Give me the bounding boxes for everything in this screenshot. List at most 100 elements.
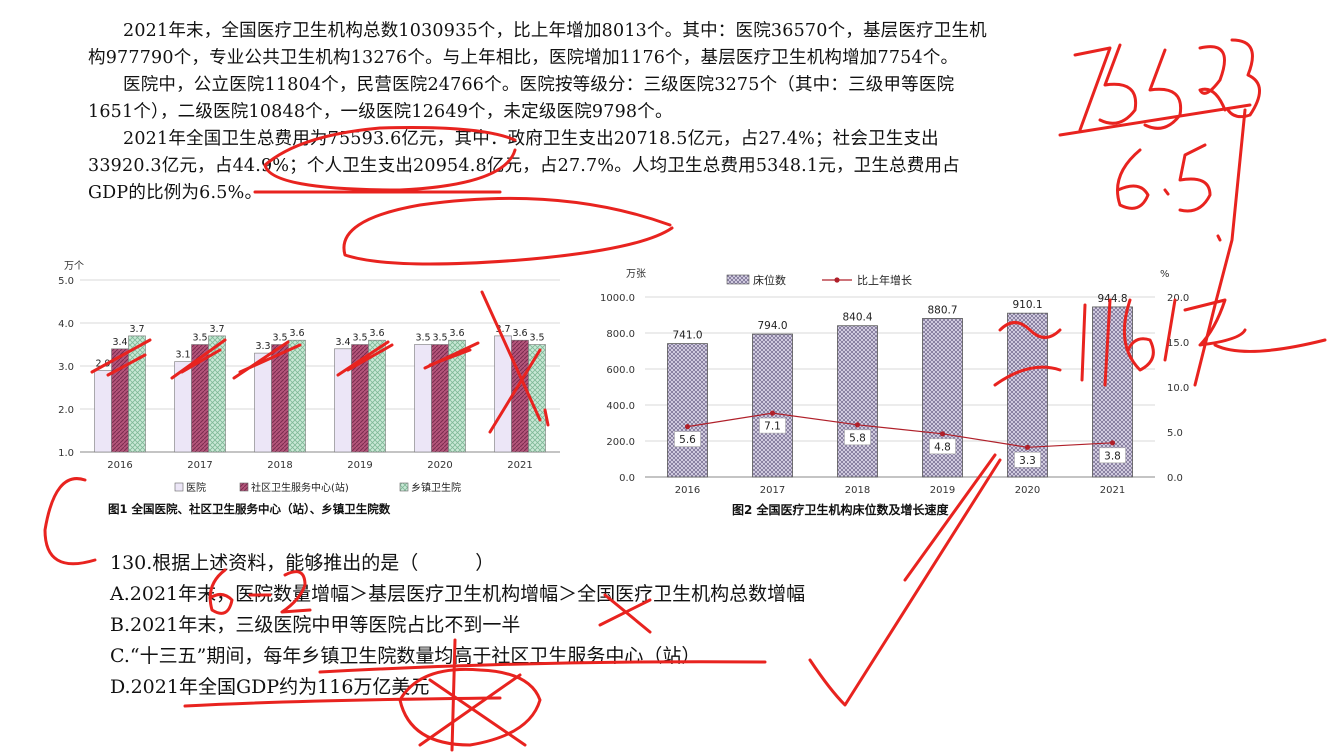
option-c[interactable]: C.“十三五”期间，每年乡镇卫生院数量均高于社区卫生服务中心（站） (110, 645, 701, 667)
chart1-bar (128, 335, 146, 453)
chart2-growth-point (1109, 440, 1116, 446)
chart1-bar (334, 348, 352, 453)
chart2-point-label-box (674, 431, 701, 447)
chart2-bar-label: 840.4 (842, 312, 872, 324)
handwritten-underline (1058, 103, 1252, 137)
chart2-xtick-label: 2016 (675, 485, 700, 496)
chart2-point-label-box (844, 429, 871, 446)
chart1-xtick-label: 2021 (507, 460, 532, 471)
chart2-point-label: 4.8 (934, 441, 951, 453)
chart1-data-label: 3.3 (255, 341, 270, 352)
chart1-xtick-label: 2019 (347, 460, 372, 471)
chart2-point-label: 5.8 (849, 432, 866, 444)
chart1-ytick-label: 4.0 (58, 319, 74, 330)
handwritten-dot (1216, 234, 1222, 242)
chart2-ylabel-right: % (1160, 269, 1170, 280)
chart1-bar (448, 339, 466, 453)
chart1-title: 图1 全国医院、社区卫生服务中心（站）、乡镇卫生院数 (108, 502, 391, 516)
chart2-growth-point (1024, 444, 1031, 450)
passage-paragraph-3: 2021年全国卫生总费用为75593.6亿元，其中：政府卫生支出20718.5亿… (88, 129, 960, 203)
chart2-growth-point (684, 424, 691, 430)
question-stem: 130.根据上述资料，能够推出的是（ ） (110, 552, 495, 574)
chart1-data-label: 3.5 (352, 333, 367, 344)
chart2-bar-label: 741.0 (672, 330, 702, 342)
chart1-legend-swatch (399, 482, 409, 492)
chart2-legend-line-marker (834, 277, 840, 283)
chart1-legend-swatch (239, 482, 249, 492)
chart2-bar-label: 944.8 (1097, 293, 1127, 305)
chart2-point-label: 3.8 (1104, 450, 1121, 462)
chart1-bar (271, 344, 289, 453)
chart1-ytick-label: 3.0 (58, 362, 74, 373)
chart1-bar (111, 348, 129, 453)
chart2-ytick-right: 20.0 (1167, 293, 1189, 304)
chart1-bar (208, 335, 226, 453)
chart2-point-label: 3.3 (1019, 455, 1036, 467)
chart2-legend-bar-swatch (726, 274, 750, 285)
chart2-ylabel-left: 万张 (626, 268, 646, 280)
chart2-point-label-box (1014, 452, 1041, 468)
chart1-legend-label: 社区卫生服务中心(站) (251, 481, 349, 494)
chart1-bar (511, 339, 529, 453)
chart1-bar (254, 352, 272, 453)
handwritten-number-75593 (1073, 38, 1261, 132)
chart2-legend-bar-label: 床位数 (753, 273, 786, 287)
chart1-data-label: 3.5 (432, 333, 447, 344)
chart2-xtick-label: 2019 (930, 485, 955, 496)
chart2-ytick-right: 5.0 (1167, 428, 1183, 439)
chart1-bar (528, 344, 546, 453)
chart1-data-label: 2.9 (95, 358, 110, 369)
chart1-data-label: 3.6 (512, 328, 527, 339)
chart2-ytick-left: 800.0 (606, 329, 635, 340)
chart2-xtick-label: 2017 (760, 485, 785, 496)
chart1-data-label: 3.5 (415, 333, 430, 344)
chart1-data-label: 3.6 (289, 328, 304, 339)
chart1-bar (494, 335, 512, 453)
handwritten-number-6.5 (1116, 143, 1212, 213)
question-block: 130.根据上述资料，能够推出的是（ ） A.2021年末，医院数量增幅＞基层医… (110, 548, 1010, 703)
chart2-point-label: 5.6 (679, 434, 696, 446)
option-b[interactable]: B.2021年末，三级医院中甲等医院占比不到一半 (110, 614, 521, 636)
chart2-ytick-right: 10.0 (1167, 383, 1189, 394)
option-a[interactable]: A.2021年末，医院数量增幅＞基层医疗卫生机构增幅＞全国医疗卫生机构总数增幅 (110, 583, 806, 605)
chart-figure-1: 万个1.02.03.04.05.02.93.43.720163.13.53.72… (58, 260, 560, 516)
chart2-bar (667, 343, 708, 478)
chart1-data-label: 3.4 (335, 337, 350, 348)
chart2-point-label: 7.1 (764, 421, 781, 433)
chart2-xtick-label: 2021 (1100, 485, 1125, 496)
passage: 2021年末，全国医疗卫生机构总数1030935个，比上年增加8013个。其中：… (88, 18, 988, 207)
chart2-legend-line-label: 比上年增长 (857, 273, 912, 287)
chart1-bar (288, 339, 306, 453)
chart2-bar-label: 794.0 (757, 320, 787, 332)
chart2-ytick-left: 400.0 (606, 401, 635, 412)
chart2-growth-point (939, 431, 946, 437)
chart1-legend-swatch (174, 482, 184, 492)
chart2-growth-line (687, 412, 1113, 448)
chart1-data-label: 3.6 (369, 328, 384, 339)
chart1-data-label: 3.5 (192, 333, 207, 344)
chart1-data-label: 3.7 (129, 324, 144, 335)
chart1-xtick-label: 2017 (187, 460, 212, 471)
chart-figure-2: 万张 % 0.0 200.0 400.0 600.0 800.0 1000.0 0.0 5.0 10… (600, 268, 1189, 517)
chart1-ytick-label: 2.0 (58, 405, 74, 416)
chart2-bar-label: 880.7 (927, 304, 957, 316)
chart2-title: 图2 全国医疗卫生机构床位数及增长速度 (732, 502, 950, 517)
chart1-data-label: 3.4 (112, 337, 127, 348)
chart1-bar (174, 361, 192, 453)
chart2-growth-point (769, 410, 776, 416)
chart2-bar (752, 333, 793, 478)
chart2-ytick-right: 15.0 (1167, 338, 1189, 349)
chart2-bar-label: 910.1 (1012, 299, 1042, 311)
chart1-bar (414, 344, 432, 453)
chart2-bar (837, 325, 878, 478)
chart1-bar (431, 344, 449, 453)
passage-paragraph-1: 2021年末，全国医疗卫生机构总数1030935个，比上年增加8013个。其中：… (88, 21, 987, 68)
chart1-bar (191, 344, 209, 453)
option-d[interactable]: D.2021年全国GDP约为116万亿美元 (110, 676, 430, 698)
chart1-bar (94, 370, 112, 453)
chart2-ytick-left: 600.0 (606, 365, 635, 376)
chart1-legend-label: 医院 (186, 481, 206, 494)
chart2-xtick-label: 2018 (845, 485, 870, 496)
chart2-ytick-right: 0.0 (1167, 473, 1183, 484)
chart2-growth-point (854, 422, 861, 428)
